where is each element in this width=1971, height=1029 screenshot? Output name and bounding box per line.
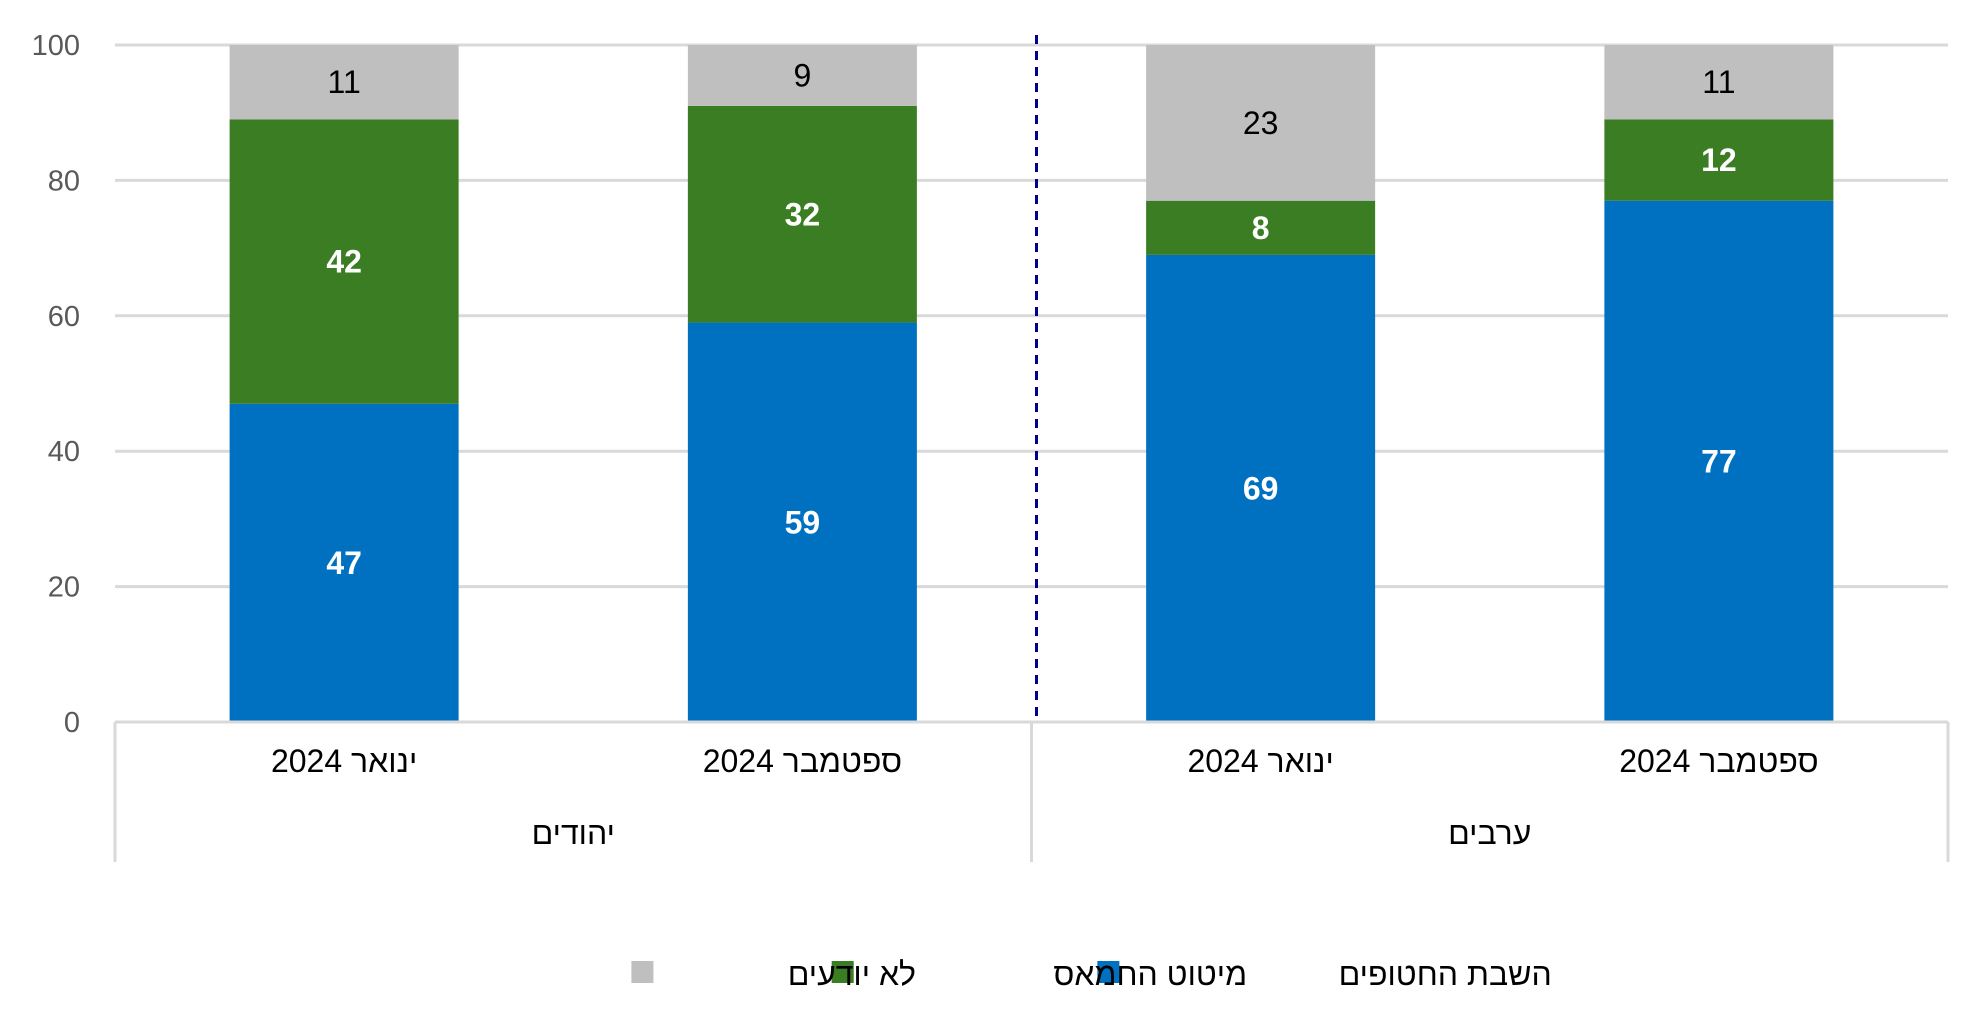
- data-label: 59: [785, 504, 821, 540]
- data-label: 23: [1243, 105, 1279, 141]
- legend-items: השבת החטופים מיטוט החמאס לא יודעים: [631, 956, 1552, 992]
- legend-item-1: השבת החטופים: [1097, 956, 1552, 992]
- group-label: יהודים: [532, 815, 615, 851]
- category-label: ספטמבר 2024: [703, 743, 902, 779]
- bar-segment-1-4: [1604, 200, 1834, 722]
- bar-segment-2-1: [229, 119, 459, 404]
- legend-item-3: לא יודעים: [631, 956, 916, 992]
- data-label: 47: [326, 545, 362, 581]
- category-label: ספטמבר 2024: [1619, 743, 1818, 779]
- legend: השבת החטופים מיטוט החמאס לא יודעים: [631, 956, 1552, 992]
- legend-swatch: [831, 961, 854, 983]
- bar-segment-3-1: [229, 45, 459, 120]
- bar-segment-2-2: [687, 105, 917, 323]
- y-tick-label: 40: [48, 436, 80, 468]
- bar-segment-1-1: [229, 403, 459, 722]
- bars: [229, 45, 1834, 722]
- bar-segment-3-3: [1146, 45, 1376, 201]
- legend-swatch: [1097, 961, 1120, 983]
- group-label: ערבים: [1448, 815, 1531, 851]
- y-tick-label: 20: [48, 572, 80, 604]
- bar-segment-1-2: [687, 322, 917, 722]
- data-label: 69: [1243, 470, 1279, 506]
- data-label: 77: [1701, 443, 1737, 479]
- data-labels: 47 42 11 59 32 9 69 8 23 77 12 11: [326, 57, 1736, 580]
- bar-segment-1-3: [1146, 254, 1376, 722]
- legend-swatch: [631, 961, 654, 983]
- legend-label: מיטוט החמאס: [1053, 956, 1247, 992]
- data-label: 11: [1702, 64, 1735, 100]
- category-label: ינואר 2024: [1187, 743, 1333, 779]
- legend-label: השבת החטופים: [1339, 956, 1552, 992]
- bar-segment-3-2: [687, 45, 917, 106]
- category-label: ינואר 2024: [271, 743, 417, 779]
- data-label: 42: [326, 244, 362, 280]
- y-tick-label: 0: [64, 707, 80, 739]
- y-tick-label: 100: [32, 30, 80, 62]
- data-label: 12: [1701, 142, 1737, 178]
- legend-item-2: מיטוט החמאס: [831, 956, 1247, 992]
- data-label: 8: [1252, 210, 1270, 246]
- bar-segment-3-4: [1604, 45, 1834, 120]
- bar-segment-2-3: [1146, 200, 1376, 255]
- data-label: 9: [793, 57, 811, 93]
- data-label: 32: [785, 196, 821, 232]
- data-label: 11: [328, 64, 361, 100]
- y-tick-label: 80: [48, 165, 80, 197]
- bar-segment-2-4: [1604, 119, 1834, 201]
- category-axis: ינואר 2024 ספטמבר 2024 ינואר 2024 ספטמבר 20…: [113, 720, 1950, 862]
- legend-label: לא יודעים: [788, 956, 916, 992]
- y-tick-label: 60: [48, 301, 80, 333]
